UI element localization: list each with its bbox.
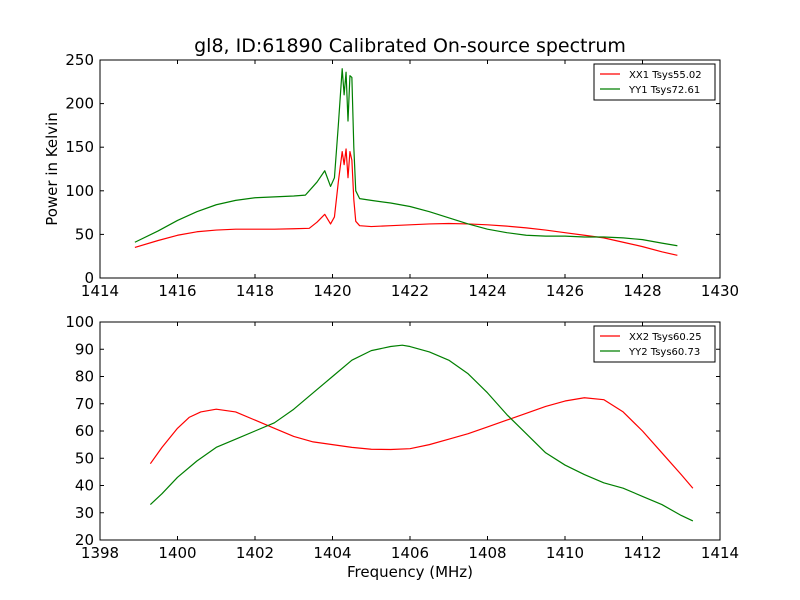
bottom-legend-label-xx2: XX2 Tsys60.25 (629, 332, 702, 343)
bottom-series-line-0 (149, 397, 694, 489)
bottom-ytick-label-4: 60 (75, 422, 94, 440)
bottom-plot-ticks: 1398 1400 1402 1404 1406 1408 1410 1412 1414 20 30… (65, 313, 739, 562)
top-series-line-1 (134, 68, 678, 247)
bottom-xtick-label-3: 1404 (313, 544, 351, 562)
top-plot: gl8, ID:61890 Calibrated On-source spect… (43, 35, 739, 300)
bottom-legend-box (593, 325, 716, 363)
bottom-xtick-label-6: 1410 (546, 544, 584, 562)
top-ytick-label-3: 150 (65, 138, 94, 156)
top-plot-ylabel: Power in Kelvin (43, 112, 61, 226)
top-legend-label-xx1: XX1 Tsys55.02 (629, 70, 702, 81)
top-ytick-label-4: 200 (65, 95, 94, 113)
bottom-xtick-label-5: 1408 (468, 544, 506, 562)
bottom-xtick-label-7: 1412 (623, 544, 661, 562)
bottom-xtick-label-1: 1400 (158, 544, 196, 562)
top-xtick-label-4: 1422 (391, 282, 429, 300)
bottom-ytick-label-7: 90 (75, 340, 94, 358)
top-plot-series-group (134, 68, 678, 256)
bottom-xtick-label-8: 1414 (701, 544, 739, 562)
top-legend-label-yy1: YY1 Tsys72.61 (628, 85, 700, 96)
bottom-ytick-label-3: 50 (75, 449, 94, 467)
bottom-ytick-label-6: 80 (75, 368, 94, 386)
top-xtick-label-6: 1426 (546, 282, 584, 300)
bottom-plot-series-group (149, 344, 694, 522)
top-ytick-label-1: 50 (75, 225, 94, 243)
top-xtick-label-1: 1416 (158, 282, 196, 300)
top-ytick-label-0: 0 (84, 269, 94, 287)
bottom-plot: 1398 1400 1402 1404 1406 1408 1410 1412 1414 20 30… (65, 313, 739, 581)
bottom-ytick-label-8: 100 (65, 313, 94, 331)
top-plot-legend: XX1 Tsys55.02 YY1 Tsys72.61 (593, 63, 716, 101)
bottom-ytick-label-0: 20 (75, 531, 94, 549)
bottom-legend-label-yy2: YY2 Tsys60.73 (628, 347, 700, 358)
top-ytick-label-2: 100 (65, 182, 94, 200)
top-xtick-label-2: 1418 (236, 282, 274, 300)
top-xtick-label-0: 1414 (81, 282, 119, 300)
bottom-ytick-label-2: 40 (75, 477, 94, 495)
bottom-ytick-label-1: 30 (75, 504, 94, 522)
bottom-series-line-1 (149, 344, 694, 522)
bottom-plot-legend: XX2 Tsys60.25 YY2 Tsys60.73 (593, 325, 716, 363)
top-ytick-label-5: 250 (65, 51, 94, 69)
bottom-ytick-label-5: 70 (75, 395, 94, 413)
top-plot-title: gl8, ID:61890 Calibrated On-source spect… (194, 35, 626, 57)
top-plot-ticks: 1414 1416 1418 1420 1422 1424 1426 1428 1430 0 50 1… (65, 51, 739, 300)
top-xtick-label-3: 1420 (313, 282, 351, 300)
bottom-xtick-label-4: 1406 (391, 544, 429, 562)
top-legend-box (593, 63, 716, 101)
top-series-line-0 (134, 148, 678, 256)
top-xtick-label-8: 1430 (701, 282, 739, 300)
bottom-xtick-label-0: 1398 (81, 544, 119, 562)
bottom-xtick-label-2: 1402 (236, 544, 274, 562)
bottom-plot-xlabel: Frequency (MHz) (347, 563, 473, 581)
top-xtick-label-5: 1424 (468, 282, 506, 300)
top-xtick-label-7: 1428 (623, 282, 661, 300)
